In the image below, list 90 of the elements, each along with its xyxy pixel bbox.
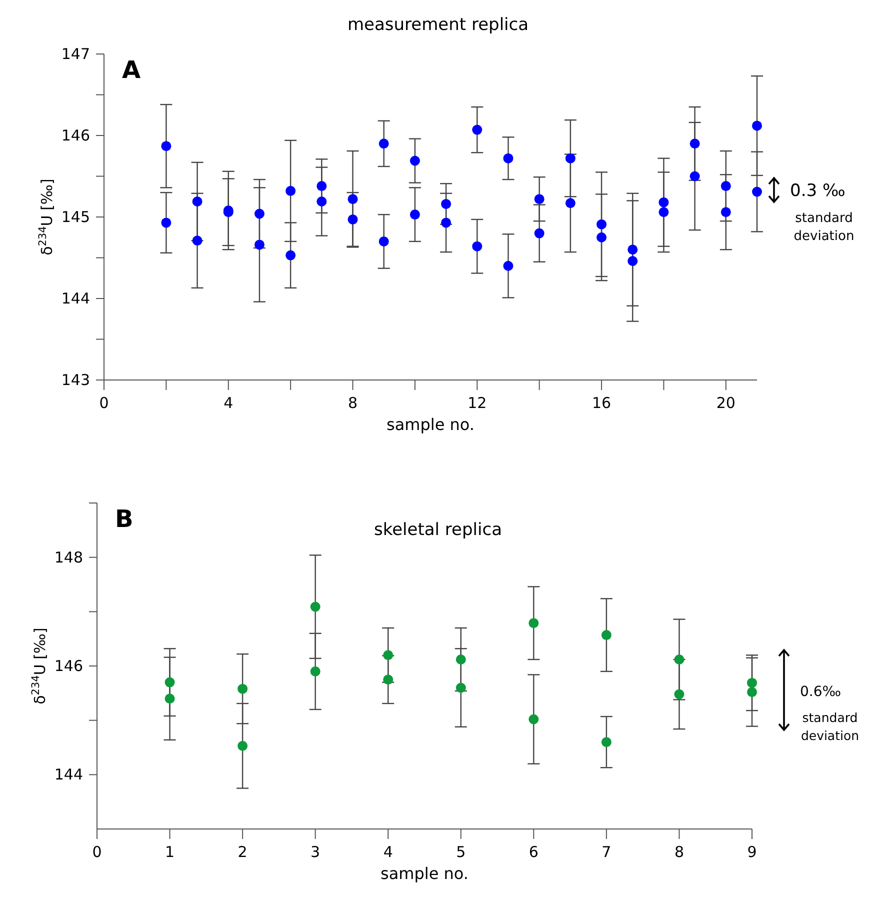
point	[752, 186, 762, 197]
x-tick-label: 7	[602, 843, 612, 861]
x-tick-label: 9	[747, 843, 757, 861]
point	[674, 689, 684, 700]
point	[658, 197, 669, 208]
x-axis-title: sample no.	[380, 864, 468, 883]
point	[503, 260, 514, 271]
point	[658, 207, 669, 218]
point	[378, 138, 389, 149]
point	[310, 602, 320, 612]
point	[348, 214, 358, 224]
point	[472, 241, 482, 252]
point	[441, 218, 452, 228]
point	[596, 232, 607, 242]
point	[528, 714, 539, 724]
x-tick-label: 0	[99, 394, 109, 412]
text: 0.6‰	[800, 684, 842, 700]
point	[747, 678, 757, 688]
x-tick-label: 0	[92, 843, 102, 861]
point	[192, 196, 202, 207]
text: skeletal replica	[374, 520, 502, 540]
point	[378, 236, 389, 246]
point	[316, 196, 327, 207]
x-tick-label: 20	[716, 394, 736, 412]
point	[383, 674, 394, 685]
x-axis-title: sample no.	[386, 415, 474, 434]
x-tick-label: 1	[165, 843, 175, 861]
point	[690, 171, 700, 182]
annotation: B	[115, 505, 134, 533]
point	[628, 244, 638, 255]
point	[472, 124, 482, 135]
text: standard deviation	[800, 710, 860, 743]
point	[752, 120, 762, 131]
point	[747, 687, 757, 698]
point	[316, 181, 327, 192]
point	[565, 153, 576, 164]
y-tick-label: 146	[54, 657, 83, 675]
point	[528, 618, 539, 628]
y-tick-label: 143	[61, 371, 90, 389]
point	[161, 218, 172, 228]
point	[690, 138, 700, 149]
x-tick-label: 5	[456, 843, 466, 861]
point	[192, 236, 202, 246]
point	[254, 240, 264, 250]
x-tick-label: 16	[592, 394, 612, 412]
point	[348, 194, 358, 204]
point	[720, 181, 731, 192]
y-tick-label: 145	[61, 208, 90, 226]
point	[238, 740, 248, 751]
chart-title: measurement replica	[347, 15, 529, 35]
x-tick-label: 8	[348, 394, 358, 412]
x-tick-label: 3	[310, 843, 320, 861]
point	[238, 684, 248, 694]
point	[534, 194, 544, 204]
point	[441, 198, 452, 209]
x-tick-label: 6	[528, 843, 538, 861]
x-tick-label: 4	[383, 843, 393, 861]
point	[286, 186, 296, 196]
point	[456, 654, 466, 664]
point	[410, 210, 420, 220]
point	[254, 208, 264, 219]
point	[596, 219, 607, 230]
point	[601, 737, 612, 748]
y-tick-label: 148	[54, 548, 83, 566]
point	[286, 250, 296, 260]
annotation: A	[122, 56, 141, 84]
y-tick-label: 144	[61, 290, 90, 308]
point	[720, 207, 731, 218]
point	[410, 156, 420, 166]
text: standard deviation	[794, 211, 854, 244]
point	[601, 630, 612, 640]
y-tick-label: 146	[61, 126, 90, 144]
point	[565, 198, 576, 208]
y-tick-label: 147	[61, 45, 90, 63]
point	[456, 682, 466, 693]
x-tick-label: 4	[224, 394, 234, 412]
point	[534, 228, 544, 238]
y-tick-label: 144	[54, 766, 83, 784]
point	[674, 654, 684, 664]
point	[164, 677, 175, 688]
point	[503, 153, 514, 164]
x-tick-label: 8	[674, 843, 684, 861]
x-tick-label: 2	[238, 843, 248, 861]
point	[161, 141, 172, 152]
point	[164, 694, 175, 704]
point	[628, 256, 638, 266]
x-tick-label: 12	[468, 394, 487, 412]
point	[383, 650, 394, 660]
text: 0.3 ‰	[790, 181, 846, 201]
point	[310, 666, 320, 676]
